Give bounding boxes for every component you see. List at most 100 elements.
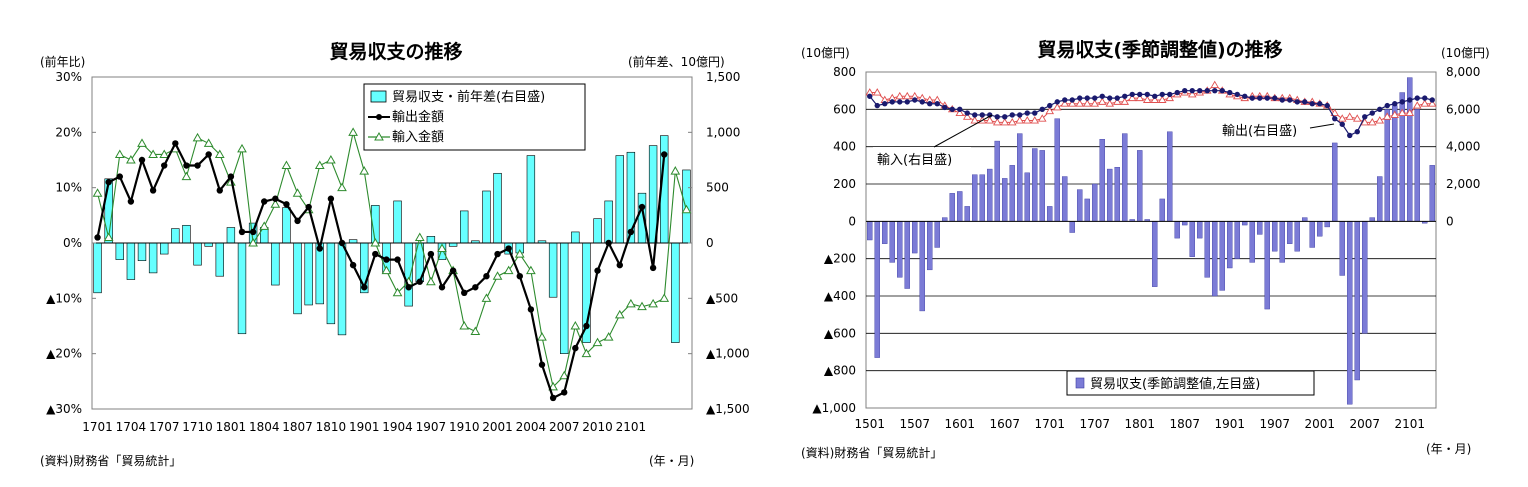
point-export [516, 273, 523, 280]
left-axis-tick-label: 400 [833, 140, 856, 154]
point-import [1090, 99, 1100, 107]
point-import [503, 265, 514, 275]
bar-sa-trade-balance [957, 191, 963, 222]
bar-sa-trade-balance [927, 221, 933, 271]
point-export [1212, 87, 1218, 94]
point-import [872, 88, 882, 96]
point-import [1105, 99, 1115, 107]
point-import [159, 149, 170, 158]
point-export [294, 217, 301, 225]
x-axis-tick-label: 1907 [1259, 417, 1290, 431]
point-import [1157, 95, 1167, 103]
point-export [1017, 112, 1023, 118]
chart-left-legend-box [363, 83, 586, 151]
point-export [227, 173, 235, 180]
point-import [248, 237, 258, 247]
point-import [1045, 106, 1055, 115]
point-import [559, 370, 570, 380]
point-export [449, 267, 457, 274]
bar-sa-trade-balance [1061, 176, 1068, 222]
point-import [1112, 97, 1122, 105]
point-export [1092, 95, 1098, 101]
left-axis-tick-label: 200 [833, 177, 856, 191]
bar-sa-trade-balance [987, 168, 993, 222]
bar-sa-trade-balance [1429, 165, 1435, 222]
point-export [1032, 110, 1038, 116]
bar-sa-trade-balance [1249, 221, 1255, 263]
chart-left-left-unit: (前年比) [40, 54, 85, 69]
bar-sa-trade-balance [1099, 138, 1105, 222]
point-export [1377, 106, 1383, 113]
point-export [874, 102, 880, 109]
point-import [237, 143, 247, 153]
left-axis-tick-label: 800 [833, 65, 856, 79]
x-axis-tick-label: 1607 [989, 417, 1020, 431]
point-export [1249, 95, 1255, 101]
point-export [1332, 115, 1338, 122]
point-export [1137, 91, 1143, 98]
bar-trade-balance [282, 207, 291, 244]
x-axis-tick-label: 1707 [1079, 417, 1110, 431]
point-import [637, 301, 647, 311]
x-axis-tick-label: 1804 [249, 420, 280, 434]
point-import [1067, 99, 1077, 107]
annotation-import: 輸入(右目盛) [877, 153, 952, 168]
x-axis-tick-label: 1507 [899, 417, 930, 431]
chart-left-lines [92, 127, 692, 402]
point-export [1234, 91, 1240, 98]
point-import [148, 149, 158, 158]
bar-trade-balance [560, 242, 569, 354]
point-export [1362, 114, 1368, 120]
x-axis-tick-label: 2001 [1304, 417, 1335, 431]
bar-sa-trade-balance [1286, 221, 1293, 244]
point-import [414, 232, 425, 241]
bar-sa-trade-balance [1279, 221, 1285, 263]
bar-trade-balance [426, 236, 436, 244]
point-export [461, 289, 468, 296]
point-import [1142, 95, 1152, 103]
bar-sa-trade-balance [1031, 148, 1038, 222]
point-import [603, 332, 614, 341]
point-export [616, 261, 623, 269]
bar-sa-trade-balance [919, 221, 926, 312]
point-import [1030, 116, 1040, 124]
chart-left-legend: 貿易収支・前年差(右目盛) 輸出金額 輸入金額 [363, 83, 586, 151]
bar-sa-trade-balance [934, 221, 941, 248]
point-import [481, 293, 492, 302]
point-export [205, 151, 212, 158]
point-export [1242, 93, 1248, 99]
left-axis-tick-label: 600 [833, 102, 856, 116]
point-export [316, 245, 323, 252]
point-export [972, 112, 978, 118]
left-axis-tick-label: ▲30% [46, 402, 82, 416]
chart-right-annotations: 輸入(右目盛) 輸出(右目盛) [873, 114, 1335, 171]
point-export [919, 99, 925, 105]
bar-trade-balance [215, 242, 224, 277]
point-import [292, 188, 303, 197]
x-axis-tick-label: 1704 [116, 420, 147, 434]
point-export [1317, 101, 1323, 107]
point-export [194, 162, 201, 169]
chart-left-source: (資料)財務省「貿易統計」 [40, 453, 181, 468]
point-export [1422, 95, 1428, 101]
point-export [1279, 97, 1285, 103]
point-export [1099, 93, 1105, 99]
right-axis-tick-label: 8,000 [1446, 65, 1480, 79]
point-import [126, 154, 136, 164]
point-export [649, 264, 657, 272]
right-axis-tick-label: 4,000 [1446, 140, 1480, 154]
chart-right-x-unit: (年・月) [1426, 442, 1471, 456]
point-import [1330, 108, 1340, 117]
point-import [270, 199, 281, 208]
point-export [627, 228, 635, 236]
point-export [1159, 91, 1165, 98]
point-export [116, 173, 123, 180]
x-axis-tick-label: 2001 [482, 420, 513, 434]
point-import [459, 320, 470, 330]
point-export [1114, 95, 1120, 101]
bar-sa-trade-balance [1046, 206, 1053, 222]
point-export [127, 198, 135, 205]
point-import [895, 91, 905, 100]
point-import [681, 204, 692, 214]
point-import [1015, 116, 1025, 124]
